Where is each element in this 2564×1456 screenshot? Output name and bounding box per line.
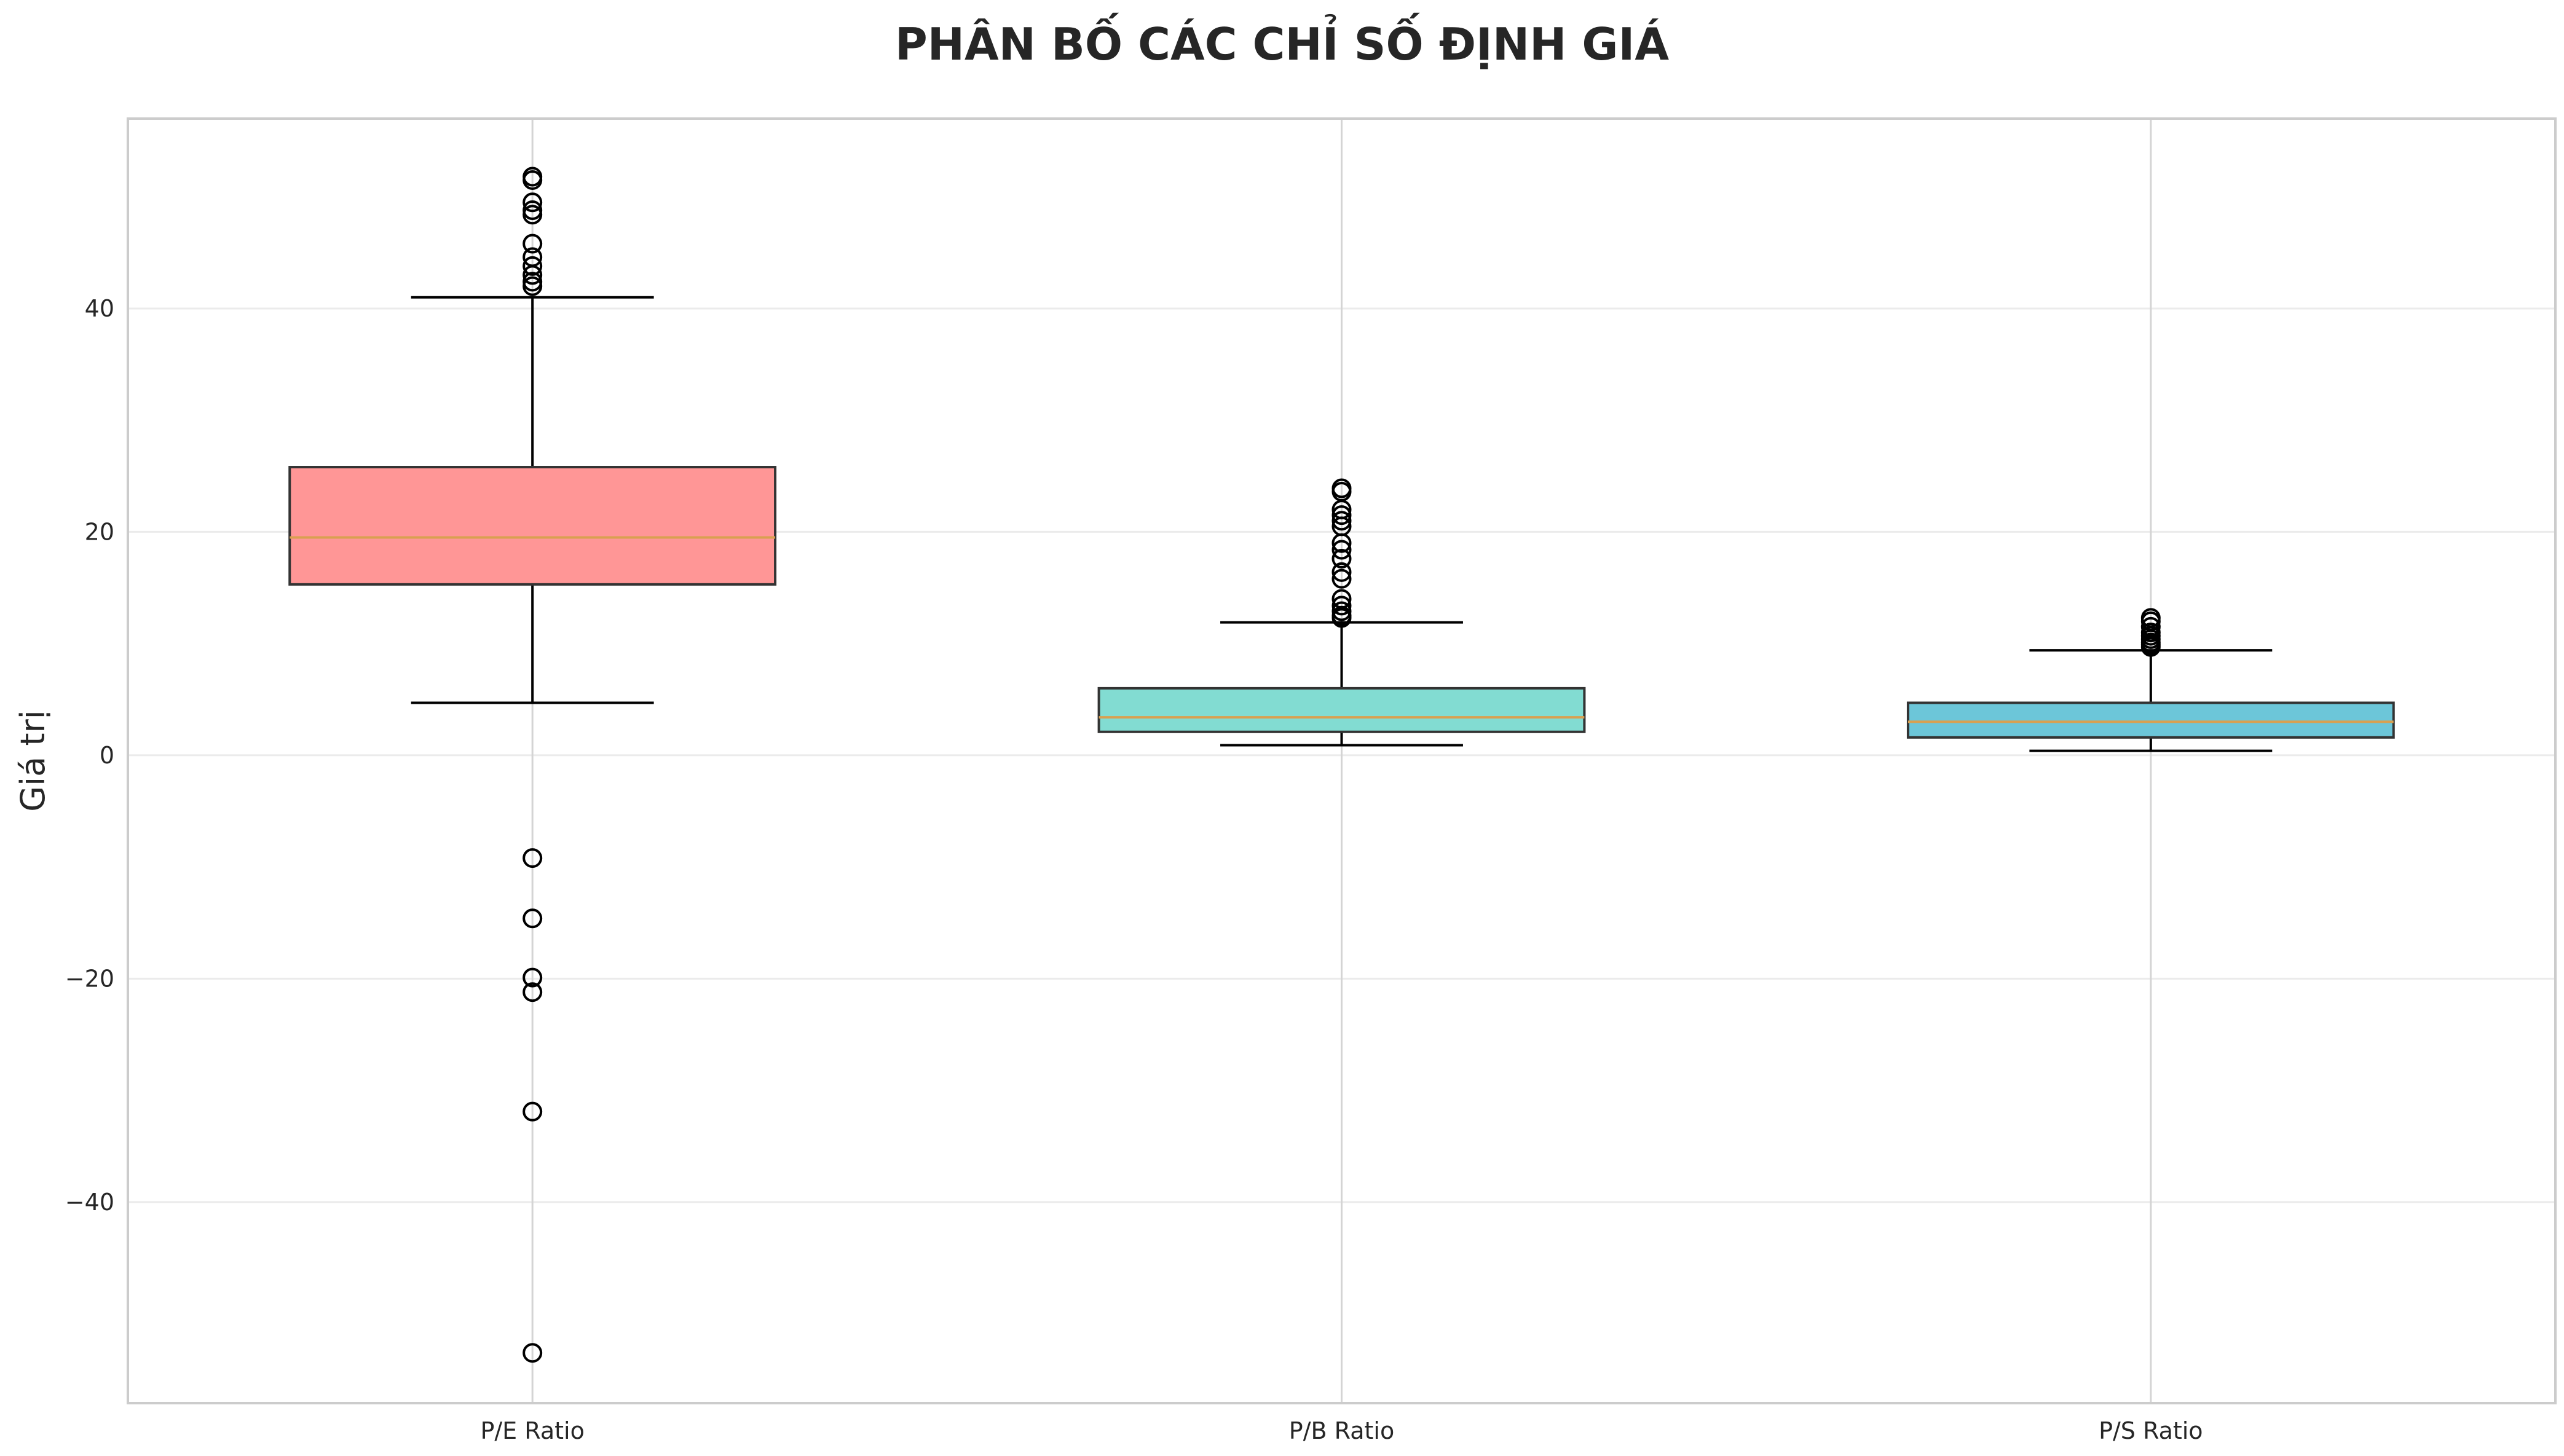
outlier-point bbox=[523, 170, 543, 190]
x-tick-label: P/E Ratio bbox=[480, 1417, 584, 1444]
outlier-point bbox=[523, 256, 543, 276]
x-tick-label: P/B Ratio bbox=[1289, 1417, 1394, 1444]
y-tick-label: 40 bbox=[85, 295, 114, 322]
box-plots bbox=[288, 167, 2395, 1363]
outlier-point bbox=[523, 192, 543, 213]
y-axis-label: Giá trị bbox=[14, 710, 52, 811]
iqr-box bbox=[288, 466, 777, 586]
box-group bbox=[1097, 478, 1586, 747]
iqr-box bbox=[1906, 701, 2395, 739]
outlier-point bbox=[1331, 608, 1352, 628]
outlier-point bbox=[1331, 569, 1352, 589]
box-group bbox=[288, 167, 777, 1363]
x-tick-label: P/S Ratio bbox=[2099, 1417, 2203, 1444]
outlier-point bbox=[523, 205, 543, 225]
y-tick-label: 20 bbox=[85, 518, 114, 545]
outlier-point bbox=[1331, 549, 1352, 569]
box-group bbox=[1906, 608, 2395, 752]
iqr-box bbox=[1097, 687, 1586, 733]
grid-lines bbox=[128, 119, 2555, 1403]
y-tick-label: −20 bbox=[65, 965, 114, 992]
y-tick-label: −40 bbox=[65, 1189, 114, 1216]
plot-frame bbox=[127, 117, 2557, 1404]
outlier-point bbox=[523, 276, 543, 296]
outlier-point bbox=[523, 1343, 543, 1363]
outlier-point bbox=[523, 1101, 543, 1122]
outlier-point bbox=[523, 908, 543, 929]
outlier-point bbox=[523, 982, 543, 1002]
outlier-point bbox=[1331, 505, 1352, 525]
chart-title: PHÂN BỐ CÁC CHỈ SỐ ĐỊNH GIÁ bbox=[894, 18, 1670, 70]
outlier-point bbox=[2140, 637, 2161, 657]
outlier-point bbox=[1331, 533, 1352, 553]
outlier-point bbox=[523, 848, 543, 868]
axis-ticks: −40 −20 0 20 40 P/E Ratio P/B Ratio P/S Ratio bbox=[65, 295, 2203, 1444]
outlier-point bbox=[523, 967, 543, 988]
outlier-point bbox=[1331, 596, 1352, 616]
outlier-point bbox=[523, 265, 543, 285]
outlier-point bbox=[523, 234, 543, 254]
outlier-point bbox=[1331, 511, 1352, 531]
y-tick-label: 0 bbox=[100, 742, 114, 769]
outlier-point bbox=[1331, 562, 1352, 582]
outlier-point bbox=[1331, 540, 1352, 560]
